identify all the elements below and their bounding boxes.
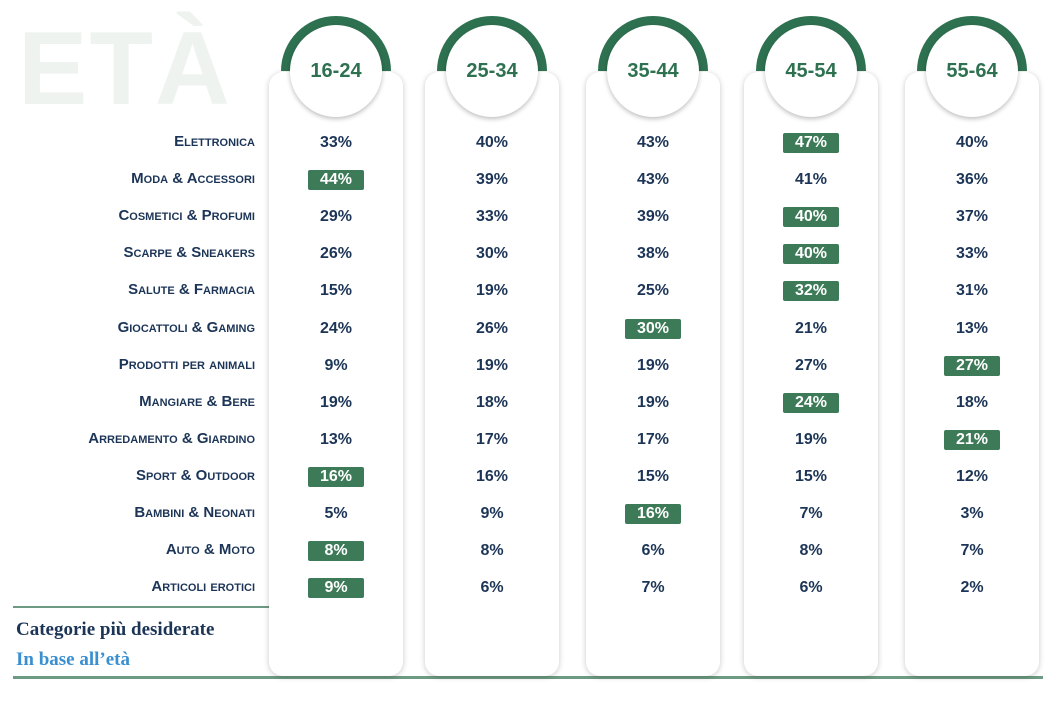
- highlighted-cell: 24%: [783, 392, 839, 413]
- page-title: ETÀ: [18, 11, 232, 127]
- divider: [13, 676, 1043, 679]
- column-header: 35-44: [607, 25, 699, 117]
- row-label: Bambini & Neonati: [134, 504, 255, 521]
- cell: 43%: [636, 171, 670, 189]
- cell: 40%: [955, 134, 989, 151]
- cell: 5%: [324, 505, 348, 522]
- cell: 25%: [636, 282, 670, 300]
- cell: 16%: [475, 467, 509, 485]
- highlighted-cell: 27%: [944, 355, 1000, 376]
- footer-subtitle: In base all’età: [16, 649, 130, 670]
- column-card: [744, 72, 878, 676]
- cell: 17%: [475, 430, 509, 448]
- cell: 29%: [319, 208, 353, 226]
- footer-title: Categorie più desiderate: [16, 619, 215, 640]
- row-label: Moda & Accessori: [131, 170, 255, 188]
- row-label: Salute & Farmacia: [128, 281, 255, 299]
- highlighted-cell: 9%: [308, 578, 364, 599]
- cell: 13%: [955, 319, 989, 337]
- highlighted-cell: 21%: [944, 429, 1000, 450]
- cell: 18%: [955, 393, 989, 411]
- cell: 39%: [475, 171, 509, 189]
- cell: 31%: [955, 282, 989, 300]
- cell: 33%: [319, 134, 353, 151]
- cell: 2%: [960, 579, 984, 597]
- cell: 37%: [955, 208, 989, 226]
- cell: 36%: [955, 171, 989, 189]
- cell: 15%: [636, 467, 670, 485]
- cell: 9%: [324, 356, 348, 374]
- cell: 38%: [636, 245, 670, 263]
- cell: 40%: [475, 134, 509, 151]
- cell: 33%: [955, 245, 989, 263]
- row-label: Prodotti per animali: [118, 355, 255, 373]
- divider: [13, 606, 269, 608]
- highlighted-cell: 8%: [308, 541, 364, 562]
- row-label: Elettronica: [174, 133, 255, 150]
- cell: 19%: [794, 430, 828, 448]
- cell: 15%: [794, 467, 828, 485]
- cell: 26%: [475, 319, 509, 337]
- column-header: 45-54: [765, 25, 857, 117]
- cell: 41%: [794, 171, 828, 189]
- highlighted-cell: 40%: [783, 244, 839, 265]
- cell: 12%: [955, 467, 989, 485]
- highlighted-cell: 47%: [783, 133, 839, 153]
- column-header: 25-34: [446, 25, 538, 117]
- cell: 7%: [641, 579, 665, 597]
- cell: 39%: [636, 208, 670, 226]
- cell: 7%: [960, 542, 984, 560]
- cell: 27%: [794, 356, 828, 374]
- cell: 19%: [319, 393, 353, 411]
- column-card: [586, 72, 720, 676]
- highlighted-cell: 32%: [783, 281, 839, 302]
- column-header: 55-64: [926, 25, 1018, 117]
- row-label: Cosmetici & Profumi: [118, 207, 255, 225]
- cell: 13%: [319, 430, 353, 448]
- cell: 6%: [641, 542, 665, 560]
- cell: 24%: [319, 319, 353, 337]
- row-label: Scarpe & Sneakers: [123, 244, 255, 262]
- cell: 19%: [475, 282, 509, 300]
- cell: 33%: [475, 208, 509, 226]
- highlighted-cell: 40%: [783, 207, 839, 228]
- cell: 30%: [475, 245, 509, 263]
- cell: 26%: [319, 245, 353, 263]
- cell: 15%: [319, 282, 353, 300]
- highlighted-cell: 16%: [625, 504, 681, 524]
- row-label: Auto & Moto: [165, 541, 255, 559]
- column-card: [425, 72, 559, 676]
- cell: 19%: [636, 393, 670, 411]
- cell: 19%: [636, 356, 670, 374]
- row-label: Sport & Outdoor: [135, 466, 255, 484]
- cell: 8%: [799, 542, 823, 560]
- column-header: 16-24: [290, 25, 382, 117]
- cell: 9%: [480, 505, 504, 522]
- row-label: Giocattoli & Gaming: [117, 318, 255, 336]
- cell: 19%: [475, 356, 509, 374]
- row-label: Articoli erotici: [151, 578, 255, 596]
- highlighted-cell: 16%: [308, 466, 364, 487]
- cell: 7%: [799, 505, 823, 522]
- cell: 8%: [480, 542, 504, 560]
- highlighted-cell: 30%: [625, 318, 681, 339]
- row-label: Mangiare & Bere: [139, 392, 255, 410]
- cell: 6%: [480, 579, 504, 597]
- cell: 3%: [960, 505, 984, 522]
- cell: 17%: [636, 430, 670, 448]
- cell: 6%: [799, 579, 823, 597]
- cell: 18%: [475, 393, 509, 411]
- cell: 21%: [794, 319, 828, 337]
- row-label: Arredamento & Giardino: [88, 429, 255, 447]
- cell: 43%: [636, 134, 670, 151]
- highlighted-cell: 44%: [308, 170, 364, 191]
